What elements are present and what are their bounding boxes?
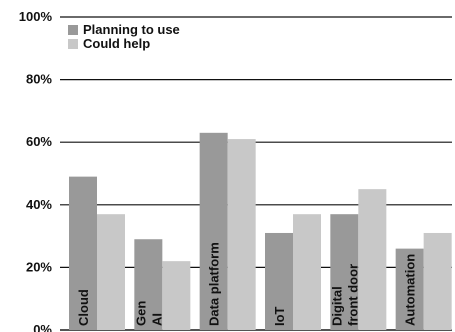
y-tick-label: 100%	[19, 9, 53, 24]
y-tick-label: 80%	[26, 72, 52, 87]
category-label: AI	[149, 313, 164, 326]
y-tick-label: 60%	[26, 134, 52, 149]
category-label: Cloud	[76, 289, 91, 326]
bar	[162, 261, 191, 330]
bar	[395, 248, 424, 330]
bar	[330, 214, 359, 330]
y-tick-label: 40%	[26, 197, 52, 212]
category-label: Gen	[133, 301, 148, 326]
bar	[199, 132, 228, 330]
bar	[134, 239, 163, 330]
bar	[265, 232, 293, 330]
category-labels: Cloud Gen AI Data platform IoT Digital front d…	[76, 242, 418, 326]
bar	[293, 214, 321, 330]
bar	[358, 189, 387, 330]
legend-swatch	[68, 25, 78, 35]
y-axis-ticks: 0% 20% 40% 60% 80% 100%	[19, 9, 53, 332]
bar	[227, 139, 256, 330]
legend-label: Planning to use	[83, 22, 180, 37]
category-label: Data platform	[207, 242, 222, 326]
category-label: front door	[345, 264, 360, 326]
bar	[97, 214, 125, 330]
legend-swatch	[68, 39, 78, 49]
y-tick-label: 0%	[33, 322, 52, 332]
bar	[69, 176, 97, 330]
y-tick-label: 20%	[26, 259, 52, 274]
category-label: IoT	[272, 306, 287, 326]
category-label: Automation	[403, 254, 418, 326]
legend-label: Could help	[83, 36, 150, 51]
bars	[69, 132, 452, 330]
gridlines	[60, 16, 452, 331]
category-label: Digital	[329, 286, 344, 326]
bar	[423, 232, 452, 330]
